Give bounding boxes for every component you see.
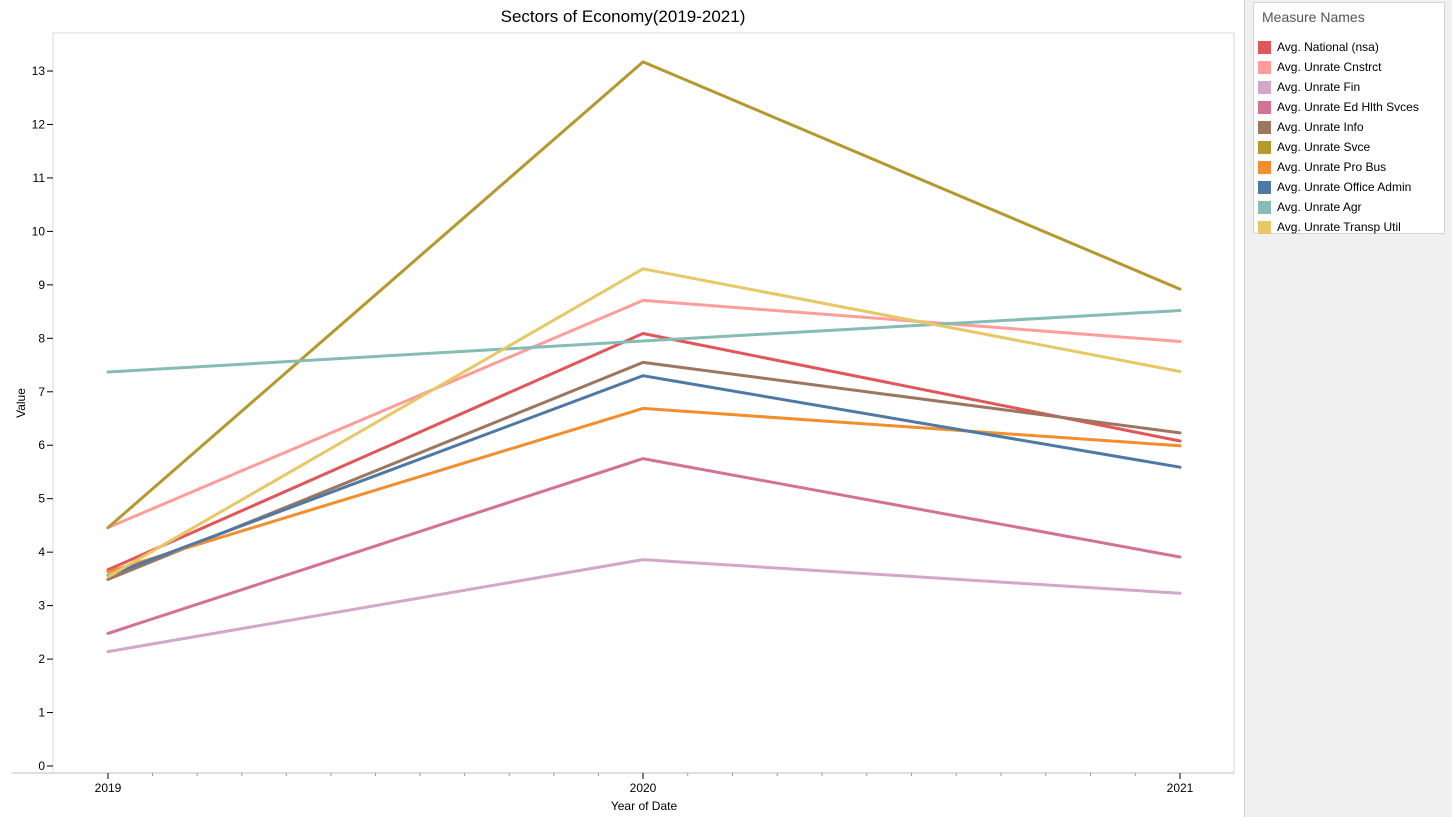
legend-item[interactable]: Avg. Unrate Svce [1258, 137, 1419, 157]
series-line-10 [106, 267, 1182, 579]
y-tick-label: 12 [32, 117, 46, 131]
legend-item[interactable]: Avg. Unrate Cnstrct [1258, 57, 1419, 77]
series-line-7 [106, 406, 1182, 574]
series-line-8 [106, 374, 1182, 578]
series-line-2 [106, 298, 1182, 530]
legend-panel: Measure Names Avg. National (nsa) Avg. Un… [1244, 0, 1452, 817]
legend-label: Avg. Unrate Pro Bus [1277, 160, 1387, 174]
y-tick-label: 4 [38, 545, 45, 559]
y-tick-label: 6 [38, 438, 45, 452]
y-tick-label: 11 [33, 171, 46, 185]
series-layer [106, 60, 1182, 654]
legend-swatch [1258, 140, 1271, 154]
legend-swatch [1258, 200, 1271, 214]
legend-swatch [1258, 120, 1271, 134]
legend: Measure Names Avg. National (nsa) Avg. Un… [1253, 2, 1445, 234]
legend-item[interactable]: Avg. Unrate Ed Hlth Svces [1258, 97, 1419, 117]
y-tick-label: 1 [38, 706, 45, 720]
x-axis-label: Year of Date [611, 799, 678, 813]
legend-item[interactable]: Avg. Unrate Agr [1258, 197, 1419, 217]
series-line-5 [106, 360, 1182, 581]
y-axis-label: Value [14, 388, 28, 418]
legend-swatch [1258, 40, 1271, 54]
y-tick-label: 3 [38, 599, 45, 613]
y-tick-label: 0 [38, 759, 45, 773]
legend-label: Avg. Unrate Cnstrct [1277, 60, 1382, 74]
legend-title: Measure Names [1262, 9, 1365, 25]
legend-swatch [1258, 100, 1271, 114]
legend-label: Avg. Unrate Fin [1277, 80, 1361, 94]
legend-label: Avg. Unrate Office Admin [1277, 180, 1412, 194]
series-line-6 [106, 60, 1182, 530]
legend-item[interactable]: Avg. Unrate Info [1258, 117, 1419, 137]
legend-items: Avg. National (nsa) Avg. Unrate Cnstrct Av… [1258, 37, 1419, 237]
series-line-3 [106, 558, 1182, 654]
legend-item[interactable]: Avg. Unrate Office Admin [1258, 177, 1419, 197]
plot-frame [52, 32, 1235, 774]
legend-swatch [1258, 60, 1271, 74]
y-tick-label: 10 [32, 224, 46, 238]
x-tick-label: 2019 [95, 781, 122, 795]
y-tick-label: 8 [38, 331, 45, 345]
legend-label: Avg. Unrate Agr [1277, 200, 1362, 214]
y-tick-label: 9 [38, 278, 45, 292]
legend-item[interactable]: Avg. Unrate Pro Bus [1258, 157, 1419, 177]
x-tick-label: 2021 [1167, 781, 1194, 795]
series-line-1 [106, 332, 1182, 572]
legend-swatch [1258, 220, 1271, 234]
legend-item[interactable]: Avg. Unrate Transp Util [1258, 217, 1419, 237]
legend-swatch [1258, 160, 1271, 174]
legend-item[interactable]: Avg. Unrate Fin [1258, 77, 1419, 97]
y-tick-label: 2 [38, 652, 45, 666]
y-tick-label: 13 [32, 64, 46, 78]
legend-label: Avg. Unrate Ed Hlth Svces [1277, 100, 1419, 114]
legend-label: Avg. Unrate Info [1277, 120, 1364, 134]
y-tick-label: 7 [38, 385, 45, 399]
legend-swatch [1258, 80, 1271, 94]
legend-label: Avg. National (nsa) [1277, 40, 1379, 54]
line-chart: Sectors of Economy(2019-2021) 0123456789… [12, 7, 1235, 813]
x-tick-label: 2020 [630, 781, 657, 795]
legend-label: Avg. Unrate Transp Util [1277, 220, 1401, 234]
legend-label: Avg. Unrate Svce [1277, 140, 1371, 154]
series-line-9 [106, 309, 1182, 374]
legend-item[interactable]: Avg. National (nsa) [1258, 37, 1419, 57]
series-line-4 [106, 457, 1182, 635]
chart-title: Sectors of Economy(2019-2021) [501, 7, 746, 26]
x-axis: 2019 2020 2021 [95, 773, 1194, 795]
legend-swatch [1258, 180, 1271, 194]
y-tick-label: 5 [38, 492, 45, 506]
